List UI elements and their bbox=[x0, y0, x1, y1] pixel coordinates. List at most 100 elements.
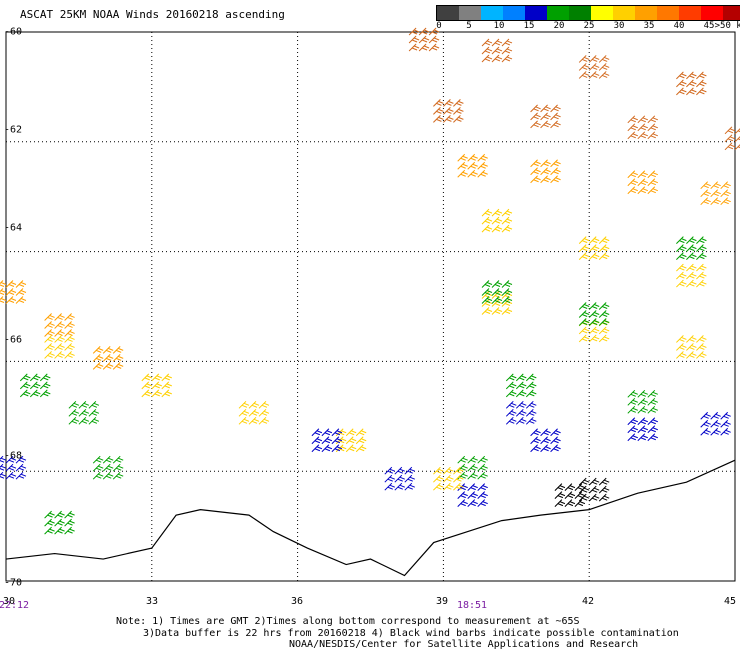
wind-barb bbox=[647, 389, 658, 398]
wind-barb bbox=[554, 483, 566, 492]
wind-barb bbox=[151, 373, 162, 382]
wind-barb bbox=[647, 425, 658, 434]
wind-barb bbox=[433, 482, 444, 491]
wind-barb bbox=[598, 244, 610, 252]
wind-barb bbox=[404, 482, 415, 491]
legend-swatch bbox=[503, 6, 525, 20]
wind-barb bbox=[481, 54, 493, 63]
wind-barb bbox=[112, 463, 124, 472]
wind-barb bbox=[676, 236, 687, 244]
wind-barb bbox=[151, 389, 162, 398]
wind-barb bbox=[355, 444, 367, 453]
wind-barb bbox=[647, 123, 658, 132]
wind-barb bbox=[686, 244, 697, 252]
legend-swatch bbox=[657, 6, 679, 20]
wind-barb bbox=[5, 463, 17, 472]
wind-barb bbox=[68, 416, 80, 425]
wind-barb bbox=[467, 455, 478, 464]
wind-barb bbox=[598, 310, 610, 318]
wind-barb bbox=[394, 474, 405, 483]
wind-barb bbox=[141, 373, 152, 382]
legend-ticks: 0 5 10 15 20 25 30 35 40 45>50 knots bbox=[436, 21, 740, 33]
wind-barb bbox=[238, 408, 250, 417]
wind-barb bbox=[477, 499, 488, 508]
wind-barb bbox=[467, 463, 478, 472]
wind-barb bbox=[92, 463, 104, 472]
wind-barb bbox=[258, 400, 270, 409]
legend-swatch bbox=[569, 6, 591, 20]
wind-barb bbox=[598, 252, 610, 260]
wind-barb bbox=[637, 433, 648, 442]
wind-barb bbox=[44, 313, 55, 321]
wind-barb bbox=[457, 471, 468, 480]
lon-label: 36 bbox=[290, 596, 304, 607]
wind-barb bbox=[550, 175, 561, 184]
wind-barb bbox=[676, 71, 687, 80]
wind-barb bbox=[501, 288, 513, 296]
wind-barb bbox=[39, 373, 51, 382]
wind-barb bbox=[588, 63, 600, 71]
wind-barb bbox=[5, 280, 17, 288]
wind-barb bbox=[696, 244, 707, 252]
wind-barb bbox=[724, 126, 736, 135]
wind-barb bbox=[355, 428, 367, 437]
wind-barb bbox=[627, 417, 638, 426]
wind-barb bbox=[515, 416, 527, 425]
wind-barb bbox=[404, 474, 415, 483]
wind-barb bbox=[598, 326, 610, 335]
wind-barb bbox=[481, 296, 493, 304]
wind-barb bbox=[112, 471, 124, 480]
wind-barb bbox=[501, 208, 513, 217]
wind-barb bbox=[311, 444, 323, 453]
wind-barb bbox=[64, 518, 75, 527]
wind-barb bbox=[588, 302, 600, 310]
lon-label: 42 bbox=[581, 596, 595, 607]
wind-barb bbox=[525, 416, 537, 425]
wind-barb bbox=[578, 318, 590, 326]
wind-barb bbox=[88, 416, 100, 425]
wind-barb bbox=[443, 106, 454, 115]
wind-barb bbox=[238, 400, 250, 409]
wind-barb bbox=[477, 471, 488, 480]
wind-barb bbox=[505, 400, 517, 409]
wind-barb bbox=[574, 491, 586, 500]
legend-tick-label: 10 bbox=[493, 21, 505, 31]
wind-barb bbox=[530, 444, 541, 453]
wind-barb bbox=[54, 343, 65, 351]
wind-barb bbox=[710, 411, 721, 420]
wind-barb bbox=[540, 436, 551, 445]
wind-barb bbox=[491, 54, 503, 63]
coastline bbox=[5, 459, 736, 577]
wind-barb bbox=[720, 419, 731, 428]
wind-barb bbox=[64, 313, 75, 321]
wind-barb bbox=[477, 153, 488, 162]
wind-barb bbox=[696, 87, 707, 96]
wind-barb bbox=[19, 373, 31, 382]
wind-barb bbox=[598, 71, 610, 79]
wind-barb bbox=[578, 326, 590, 335]
wind-barb bbox=[311, 436, 323, 445]
wind-barb bbox=[141, 381, 152, 390]
wind-barb bbox=[515, 389, 527, 398]
wind-barb bbox=[481, 208, 493, 217]
wind-barb bbox=[588, 252, 600, 260]
legend-tick-label: 15 bbox=[523, 21, 535, 31]
legend-swatch bbox=[723, 6, 740, 20]
legend-swatch bbox=[613, 6, 635, 20]
wind-barb bbox=[598, 334, 610, 343]
wind-barb bbox=[311, 428, 323, 437]
wind-barb bbox=[501, 216, 513, 225]
legend-swatch bbox=[481, 6, 503, 20]
wind-barb bbox=[408, 27, 420, 36]
wind-barb bbox=[686, 236, 697, 244]
wind-barb bbox=[588, 236, 600, 244]
wind-barb bbox=[515, 400, 527, 409]
wind-barb bbox=[102, 455, 114, 464]
wind-barb bbox=[588, 310, 600, 318]
lat-label: -70 bbox=[4, 577, 23, 589]
legend-swatch bbox=[547, 6, 569, 20]
wind-barb bbox=[696, 279, 707, 288]
note-line-3: NOAA/NESDIS/Center for Satellite Applica… bbox=[289, 639, 639, 650]
wind-barb bbox=[15, 471, 27, 480]
